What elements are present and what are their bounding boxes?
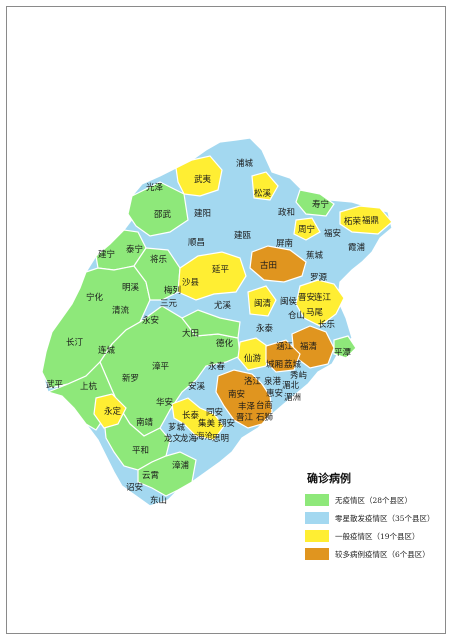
county-label: 武平 (46, 379, 64, 390)
county-label: 长泰 (182, 410, 200, 421)
county-label: 晋江 (236, 413, 254, 423)
county-label: 海沧 (196, 431, 214, 442)
county-label: 霞浦 (348, 242, 366, 253)
county-label: 松溪 (254, 188, 272, 199)
county-label: 建阳 (194, 208, 211, 219)
legend-label: 无疫情区（28个县区） (335, 495, 412, 506)
legend-swatch (305, 512, 329, 524)
county-label: 上杭 (80, 381, 98, 392)
county-label: 惠安 (266, 388, 283, 399)
county-label: 梅列 (164, 285, 181, 296)
county-label: 古田 (260, 260, 277, 271)
county-label: 永定 (104, 406, 122, 417)
county-label: 福安 (324, 228, 341, 239)
county-label: 罗源 (310, 273, 328, 283)
county-label: 龙文 (164, 433, 182, 444)
county-label: 南安 (228, 389, 245, 400)
county-label: 德化 (216, 338, 234, 349)
county-label: 邵武 (154, 209, 172, 220)
county-label: 延平 (212, 264, 230, 275)
legend-label: 较多病例疫情区（6个县区） (335, 549, 430, 560)
legend-item-many: 较多病例疫情区（6个县区） (305, 546, 445, 562)
county-label: 柘荣 (344, 216, 362, 227)
county-label: 新罗 (122, 373, 139, 384)
county-label: 龙海 (180, 433, 198, 444)
county-label: 尤溪 (214, 300, 232, 311)
county-label: 武夷 (194, 174, 212, 185)
county-label: 翔安 (218, 418, 235, 429)
county-label: 沙县 (182, 278, 200, 288)
county-label: 湄洲 (284, 393, 301, 403)
county-label: 长乐 (318, 319, 336, 330)
legend-item-general: 一般疫情区（19个县区） (305, 528, 445, 544)
county-label: 洛江 (244, 376, 262, 387)
county-label: 建宁 (98, 249, 115, 260)
county-label: 南靖 (136, 417, 154, 428)
legend-label: 零星散发疫情区（35个县区） (335, 513, 435, 524)
county-label: 台商 (256, 400, 273, 411)
county-label: 蕉城 (306, 250, 324, 261)
county-label: 涵江 (276, 342, 294, 352)
county-label: 福清 (300, 341, 318, 352)
legend-item-none: 无疫情区（28个县区） (305, 492, 445, 508)
legend-item-sporadic: 零星散发疫情区（35个县区） (305, 510, 445, 526)
county-label: 同安 (206, 407, 223, 418)
county-label: 泉港 (264, 376, 282, 387)
county-label: 清流 (112, 305, 130, 316)
county-label: 闽清 (254, 298, 272, 309)
county-label: 东山 (150, 495, 167, 506)
county-label: 思明 (212, 434, 229, 444)
county-label: 长汀 (66, 337, 84, 348)
legend-swatch (305, 548, 329, 560)
county-label: 诏安 (126, 482, 143, 493)
county-label: 平潭 (334, 348, 352, 358)
county-label: 永春 (208, 361, 226, 372)
county-label: 漳平 (152, 361, 170, 372)
county-label: 芗城 (168, 422, 186, 433)
county-label: 顺昌 (188, 238, 205, 248)
county-label: 石狮 (256, 413, 274, 423)
county-label: 仙游 (244, 353, 262, 364)
county-label: 秀屿 (290, 370, 308, 381)
legend-label: 一般疫情区（19个县区） (335, 531, 420, 542)
county-label: 集美 (198, 418, 216, 429)
county-label: 浦城 (236, 158, 254, 169)
legend-title: 确诊病例 (305, 470, 445, 486)
county-label: 荔城 (284, 359, 302, 370)
county-label: 城厢 (266, 360, 284, 370)
legend-swatch (305, 530, 329, 542)
legend: 确诊病例 无疫情区（28个县区） 零星散发疫情区（35个县区） 一般疫情区（19… (305, 470, 445, 564)
county-label: 大田 (182, 328, 199, 339)
county-label: 福鼎 (362, 215, 379, 226)
county-label: 永泰 (256, 323, 274, 334)
county-label: 连江 (314, 292, 332, 303)
county-label: 光泽 (146, 182, 164, 193)
county-label: 连城 (98, 345, 116, 356)
county-label: 丰泽 (238, 401, 256, 412)
county-label: 周宁 (298, 224, 315, 235)
county-label: 漳浦 (172, 460, 190, 471)
county-label: 泰宁 (126, 244, 143, 255)
county-label: 马尾 (306, 308, 324, 318)
county-label: 将乐 (150, 254, 168, 265)
county-label: 寿宁 (312, 199, 329, 210)
county-label: 建瓯 (234, 230, 252, 241)
county-label: 屏南 (276, 238, 293, 249)
county-label: 三元 (160, 299, 178, 309)
county-label: 安溪 (188, 381, 206, 392)
county-label: 平和 (132, 446, 149, 456)
county-label: 明溪 (122, 282, 140, 293)
county-label: 仓山 (288, 310, 305, 321)
legend-swatch (305, 494, 329, 506)
county-label: 晋安 (298, 292, 315, 303)
county-label: 湄北 (282, 381, 300, 391)
county-label: 永安 (142, 315, 159, 326)
county-label: 政和 (278, 207, 295, 218)
county-label: 华安 (156, 397, 173, 408)
county-label: 闽侯 (280, 296, 298, 307)
county-label: 宁化 (86, 292, 104, 303)
county-label: 云霄 (142, 471, 159, 481)
